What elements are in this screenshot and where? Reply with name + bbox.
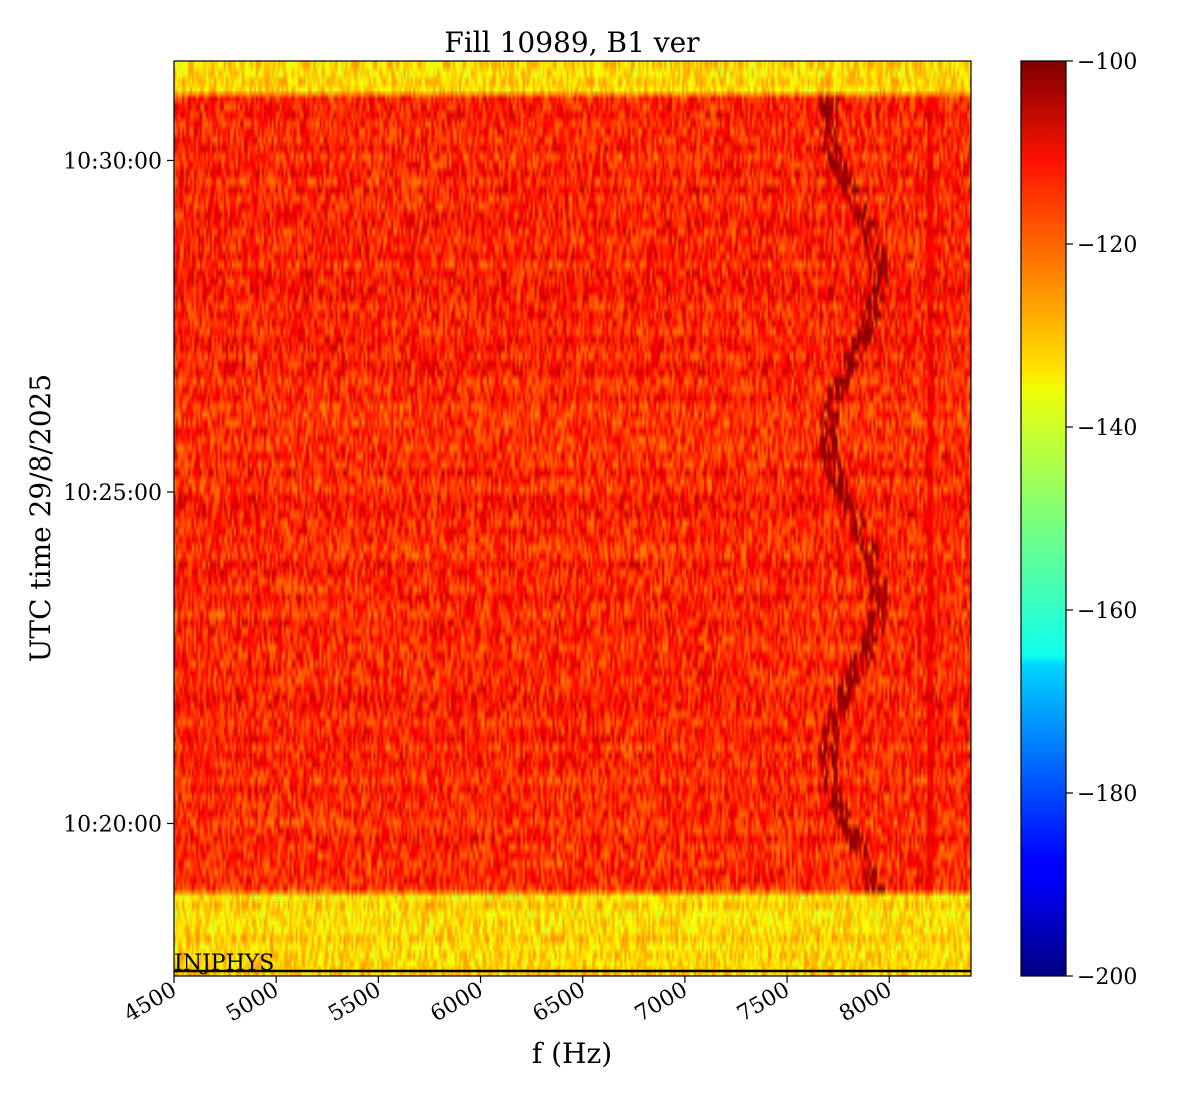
x-tick-label: 4500	[120, 978, 181, 1028]
colorbar-tick-label: −120	[1077, 233, 1137, 258]
colorbar-tick-label: −160	[1077, 599, 1137, 624]
y-axis-label: UTC time 29/8/2025	[24, 374, 57, 662]
x-tick-label: 7500	[733, 978, 794, 1028]
x-axis: 4500 5000 5500 6000 6500 7000 7500 8000	[120, 976, 896, 1027]
y-tick-label: 10:20:00	[63, 813, 162, 838]
x-tick-label: 8000	[835, 978, 896, 1028]
spectrogram-heatmap	[174, 61, 971, 976]
y-tick-label: 10:25:00	[63, 481, 162, 506]
x-tick-label: 6000	[427, 978, 488, 1028]
x-tick-label: 5500	[324, 978, 385, 1028]
chart-title: Fill 10989, B1 ver	[444, 26, 700, 59]
colorbar-tick-label: −140	[1077, 416, 1137, 441]
colorbar-axis: −100 −120 −140 −160 −180 −200	[1066, 50, 1137, 990]
colorbar-tick-label: −180	[1077, 782, 1137, 807]
colorbar-tick-label: −100	[1077, 50, 1137, 75]
y-tick-label: 10:30:00	[63, 149, 162, 174]
y-axis: 10:20:00 10:25:00 10:30:00	[63, 149, 174, 838]
spectrogram-cells	[174, 61, 971, 976]
plot-frame	[173, 60, 972, 977]
x-tick-label: 7000	[631, 978, 692, 1028]
colorbar-tick-label: −200	[1077, 965, 1137, 990]
colorbar	[1020, 60, 1067, 977]
x-tick-label: 6500	[529, 978, 590, 1028]
injphys-annotation: INJPHYS	[174, 951, 274, 976]
x-tick-label: 5000	[222, 978, 283, 1028]
x-axis-label: f (Hz)	[532, 1037, 612, 1070]
